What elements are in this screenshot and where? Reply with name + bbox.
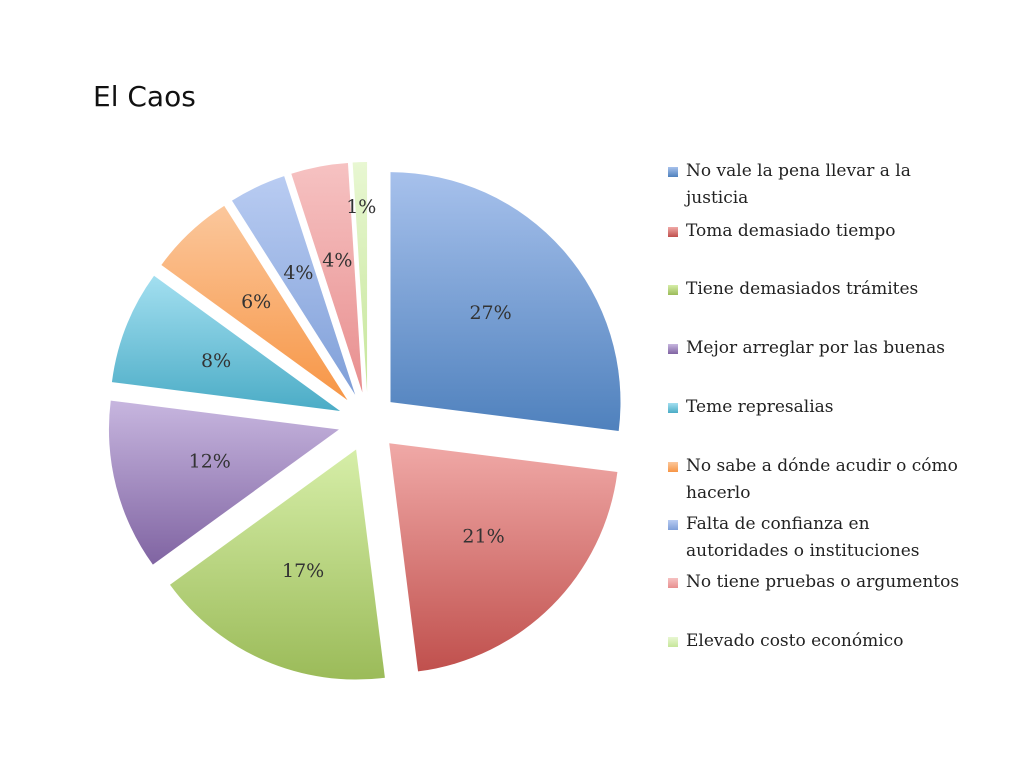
chart-title: El Caos [93, 80, 196, 113]
legend-label: No sabe a dónde acudir o cómo hacerlo [686, 456, 958, 503]
slice-label-4: 12% [189, 451, 231, 473]
legend-label: Teme represalias [686, 397, 834, 417]
legend-item-6: No sabe a dónde acudir o cómo hacerlo [668, 453, 968, 507]
legend-swatch [668, 227, 678, 237]
slice-label-5: 8% [201, 350, 231, 372]
slice-label-8: 4% [322, 249, 352, 271]
slice-label-3: 17% [282, 560, 324, 582]
legend-label: Tiene demasiados trámites [686, 279, 919, 299]
legend-label: No tiene pruebas o argumentos [686, 572, 960, 592]
legend-swatch [668, 578, 678, 588]
pie-slice-6 [161, 205, 348, 401]
slice-label-2: 21% [462, 526, 504, 548]
legend-swatch [668, 167, 678, 177]
legend-item-9: Elevado costo económico [668, 628, 968, 655]
slice-label-1: 27% [469, 302, 511, 324]
legend-swatch [668, 520, 678, 530]
pie-slice-8 [291, 162, 363, 393]
legend-swatch [668, 285, 678, 295]
legend-label: Toma demasiado tiempo [686, 221, 896, 241]
legend-label: No vale la pena llevar a la justicia [686, 161, 911, 208]
pie-slice-4 [108, 400, 339, 565]
legend-item-7: Falta de confianza en autoridades o inst… [668, 511, 968, 565]
legend-item-8: No tiene pruebas o argumentos [668, 569, 968, 596]
legend-label: Mejor arreglar por las buenas [686, 338, 945, 358]
legend-item-1: No vale la pena llevar a la justicia [668, 158, 968, 212]
legend-label: Falta de confianza en autoridades o inst… [686, 514, 920, 561]
legend-swatch [668, 462, 678, 472]
legend-swatch [668, 344, 678, 354]
pie-slice-7 [231, 176, 356, 395]
pie-slice-1 [390, 172, 621, 431]
legend-swatch [668, 637, 678, 647]
slice-label-7: 4% [283, 262, 313, 284]
legend-item-5: Teme represalias [668, 394, 968, 421]
legend-item-3: Tiene demasiados trámites [668, 276, 968, 303]
legend-swatch [668, 403, 678, 413]
pie-slice-9 [352, 162, 368, 393]
pie-slice-2 [389, 443, 618, 672]
legend-label: Elevado costo económico [686, 631, 904, 651]
legend-item-4: Mejor arreglar por las buenas [668, 335, 968, 362]
slice-label-6: 6% [241, 291, 271, 313]
pie-slice-3 [170, 449, 385, 680]
slice-label-9: 1% [346, 196, 376, 218]
pie-slice-5 [111, 275, 341, 411]
legend-item-2: Toma demasiado tiempo [668, 218, 968, 245]
